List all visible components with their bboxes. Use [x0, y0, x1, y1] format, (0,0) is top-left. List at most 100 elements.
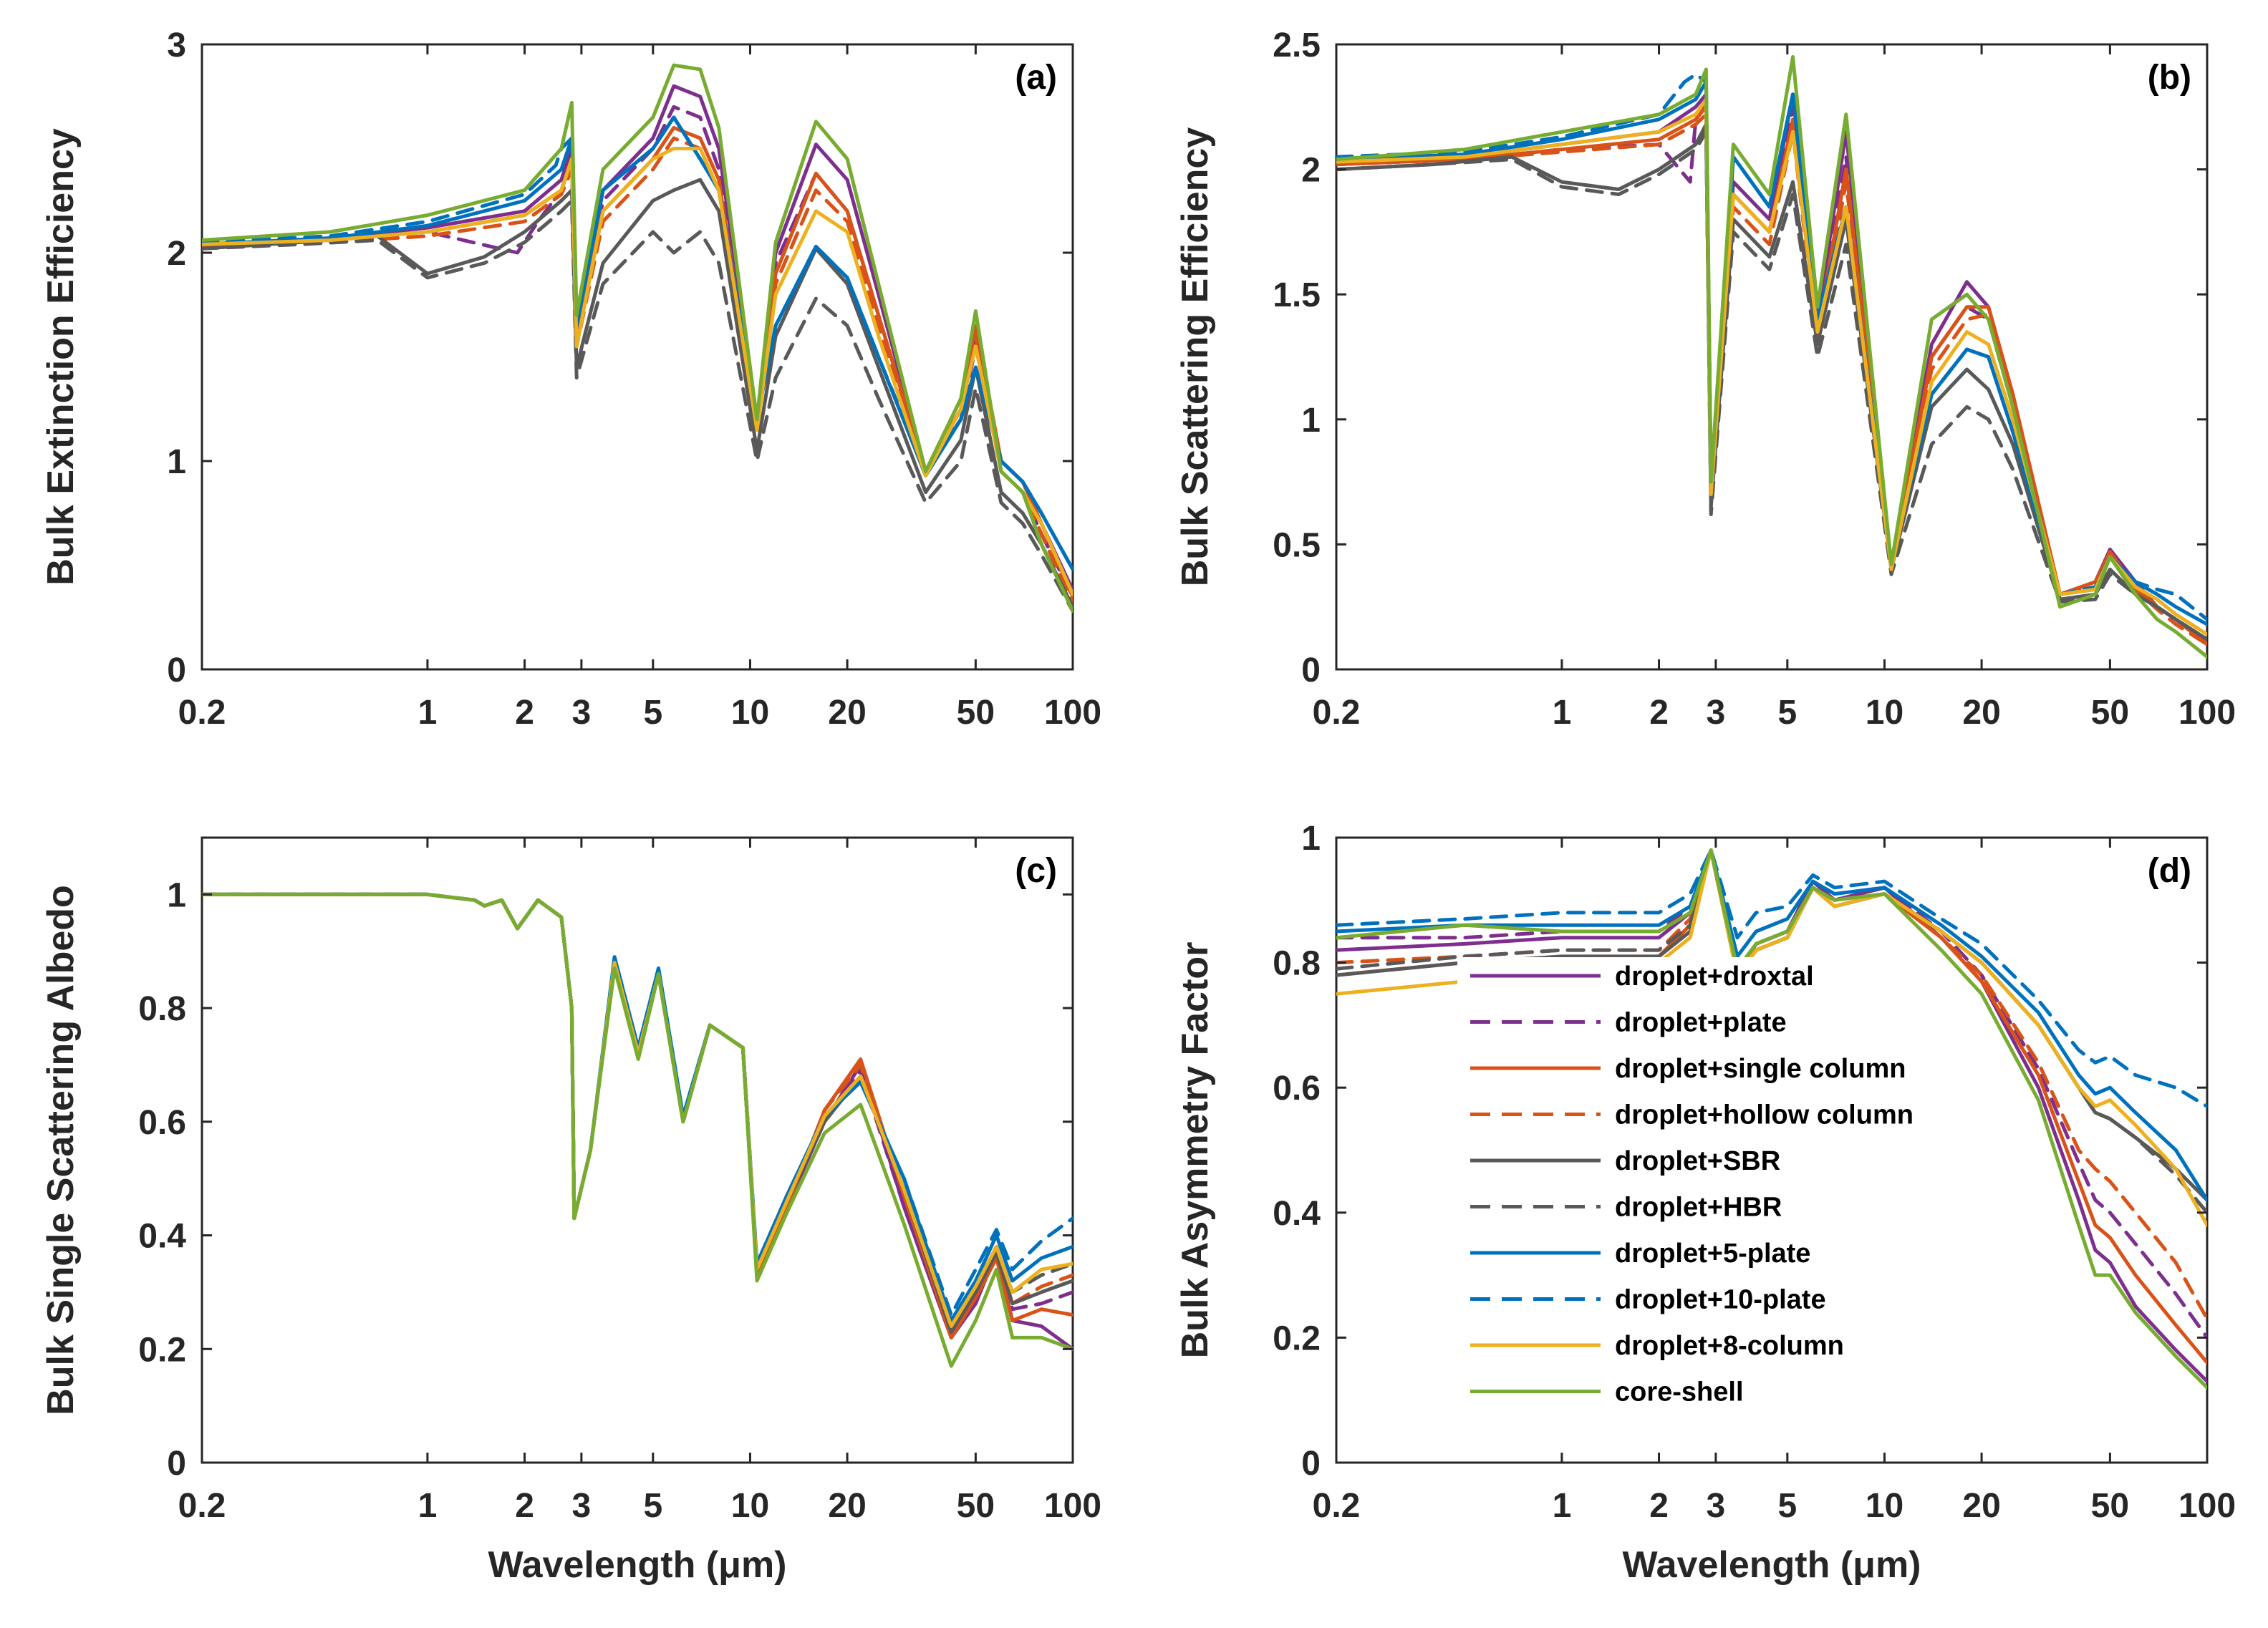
x-tick-label: 20: [1962, 694, 2000, 732]
x-tick-label: 10: [731, 1487, 769, 1525]
x-tick-label: 50: [2091, 1487, 2129, 1525]
y-tick-label: 0.6: [1273, 1070, 1321, 1108]
x-tick-label: 20: [828, 694, 866, 732]
y-tick-label: 0.6: [138, 1104, 186, 1142]
x-tick-label: 100: [2178, 694, 2236, 732]
y-tick-label: 0: [167, 651, 186, 689]
y-tick-label: 0.8: [1273, 945, 1321, 983]
plot-frame: [201, 43, 1074, 671]
legend-label: droplet+10-plate: [1615, 1285, 1826, 1315]
series-line-core-shell: [202, 892, 1073, 1368]
panel-c: 0.2 1 2 3 5 10 20 50 100 0 0.2 0.4 0.6 0.8 1 (c) Bulk Si…: [40, 836, 1101, 1586]
x-tick-label: 5: [1777, 1487, 1797, 1525]
legend-label: droplet+hollow column: [1615, 1100, 1914, 1130]
x-tick-label: 5: [1777, 694, 1797, 732]
y-tick-label: 1: [1301, 402, 1321, 440]
x-tick-label: 1: [1553, 694, 1572, 732]
y-tick-label: 1: [1301, 820, 1321, 858]
y-tick-label: 1: [167, 876, 186, 914]
x-tick-label: 100: [1044, 694, 1101, 732]
series-line-droplet-hbr: [1336, 848, 2207, 1215]
y-axis-title: Bulk Asymmetry Factor: [1174, 942, 1216, 1359]
series-line-droplet-hbr: [1336, 130, 2207, 641]
x-tick-label: 5: [643, 694, 662, 732]
x-tick-label: 0.2: [1313, 1487, 1361, 1525]
series-group: [202, 63, 1073, 613]
x-tick-label: 20: [828, 1487, 866, 1525]
x-tick-label: 0.2: [1313, 694, 1361, 732]
plot-frame: [1335, 43, 2209, 671]
y-tick-label: 3: [167, 26, 186, 64]
y-tick-label: 2: [167, 235, 186, 273]
y-tick-label: 0: [167, 1445, 186, 1483]
x-tick-label: 3: [1707, 1487, 1726, 1525]
x-tick-label: 2: [1649, 694, 1669, 732]
series-line-droplet-8-column: [202, 147, 1073, 596]
y-tick-label: 1: [167, 443, 186, 481]
legend-label: droplet+5-plate: [1615, 1239, 1810, 1269]
x-tick-label: 2: [515, 694, 534, 732]
legend-box: [1457, 957, 1930, 1426]
series-group: [1336, 848, 2207, 1390]
series-line-droplet-sbr: [1336, 122, 2207, 641]
series-line-droplet-5-plate: [1336, 848, 2207, 1202]
panel-label: (b): [2148, 59, 2191, 97]
y-axis-title: Bulk Single Scattering Albedo: [40, 885, 82, 1415]
x-tick-label: 10: [1866, 1487, 1903, 1525]
series-line-droplet-10-plate: [1336, 848, 2207, 1108]
x-tick-label: 0.2: [178, 1487, 226, 1525]
series-group: [202, 892, 1073, 1368]
series-line-droplet-single-column: [1336, 105, 2207, 646]
y-axis-title: Bulk Extinction Efficiency: [40, 128, 82, 586]
series-line-core-shell: [1336, 55, 2207, 659]
x-tick-label: 100: [2178, 1487, 2236, 1525]
y-axis-title: Bulk Scattering Efficiency: [1174, 127, 1216, 587]
y-tick-label: 2: [1301, 152, 1321, 190]
x-tick-label: 1: [1553, 1487, 1572, 1525]
series-line-core-shell: [1336, 848, 2207, 1390]
series-group: [1336, 55, 2207, 659]
y-tick-label: 0.4: [138, 1218, 186, 1256]
x-tick-label: 1: [418, 694, 438, 732]
y-tick-label: 2.5: [1273, 26, 1321, 64]
y-tick-label: 0.5: [1273, 526, 1321, 564]
y-tick-label: 0.2: [1273, 1319, 1321, 1357]
panel-d: 0.2 1 2 3 5 10 20 50 100 0 0.2 0.4 0.6 0.8 1 (d) Bulk As…: [1174, 820, 2236, 1586]
plot-frame: [201, 836, 1074, 1464]
x-tick-label: 2: [1649, 1487, 1669, 1525]
x-tick-label: 3: [1707, 694, 1726, 732]
x-tick-label: 10: [1866, 694, 1903, 732]
legend-label: droplet+SBR: [1615, 1146, 1780, 1176]
y-tick-label: 0: [1301, 1445, 1321, 1483]
x-tick-label: 20: [1962, 1487, 2000, 1525]
x-tick-label: 50: [2091, 694, 2129, 732]
x-tick-label: 1: [418, 1487, 438, 1525]
legend-label: droplet+8-column: [1615, 1331, 1844, 1361]
x-tick-label: 3: [572, 694, 592, 732]
x-tick-label: 0.2: [178, 694, 226, 732]
x-tick-label: 50: [957, 1487, 995, 1525]
x-tick-label: 5: [643, 1487, 662, 1525]
y-tick-label: 1.5: [1273, 276, 1321, 314]
x-axis-title: Wavelength (μm): [1622, 1544, 1921, 1586]
x-tick-label: 100: [1044, 1487, 1101, 1525]
panel-label: (d): [2148, 852, 2191, 890]
y-tick-label: 0.2: [138, 1331, 186, 1369]
y-tick-label: 0: [1301, 651, 1321, 689]
legend-label: droplet+HBR: [1615, 1193, 1782, 1223]
legend-label: droplet+single column: [1615, 1054, 1906, 1084]
y-tick-label: 0.4: [1273, 1195, 1321, 1233]
y-tick-label: 0.8: [138, 990, 186, 1028]
x-tick-label: 50: [957, 694, 995, 732]
series-line-core-shell: [202, 63, 1073, 613]
series-line-droplet-8-column: [1336, 848, 2207, 1227]
panel-label: (a): [1015, 59, 1057, 97]
x-tick-label: 2: [515, 1487, 534, 1525]
legend-label: core-shell: [1615, 1377, 1744, 1407]
legend-label: droplet+droxtal: [1615, 961, 1814, 992]
legend-label: droplet+plate: [1615, 1008, 1787, 1038]
x-tick-label: 3: [572, 1487, 592, 1525]
